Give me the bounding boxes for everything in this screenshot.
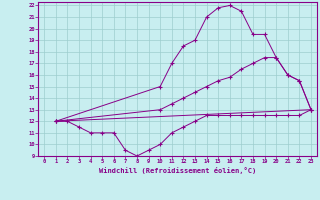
X-axis label: Windchill (Refroidissement éolien,°C): Windchill (Refroidissement éolien,°C) xyxy=(99,167,256,174)
